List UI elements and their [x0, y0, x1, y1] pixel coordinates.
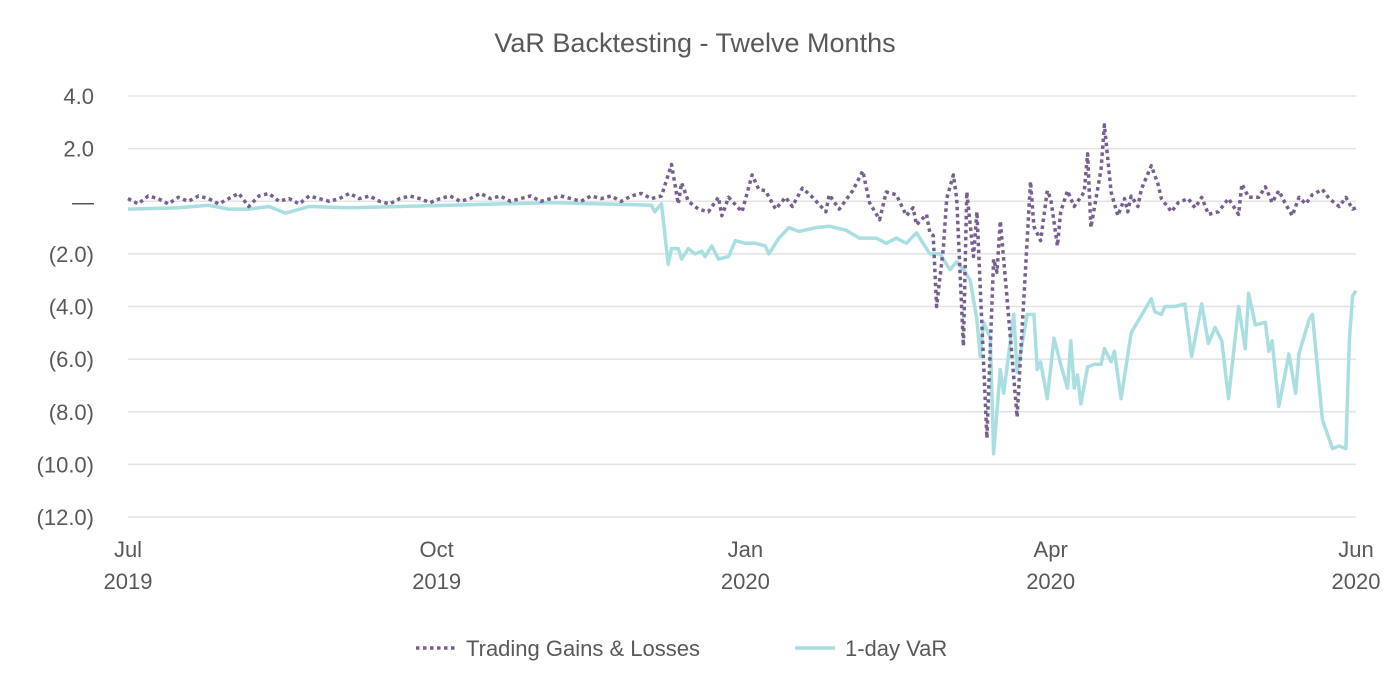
chart-title: VaR Backtesting - Twelve Months — [494, 28, 895, 58]
y-tick-label: (8.0) — [49, 400, 94, 425]
y-tick-label: — — [72, 189, 94, 214]
gridlines — [128, 95, 1356, 518]
y-tick-label: (4.0) — [49, 295, 94, 320]
y-tick-label: (12.0) — [37, 505, 94, 530]
x-tick-year: 2019 — [104, 569, 153, 594]
y-tick-label: 2.0 — [63, 137, 94, 162]
x-tick-year: 2020 — [1332, 569, 1381, 594]
x-axis-ticks: Jul 2019 Oct 2019 Jan 2020 Apr 2020 Jun 2020 — [104, 537, 1381, 594]
x-tick-year: 2020 — [1026, 569, 1075, 594]
x-tick-month: Oct — [420, 537, 454, 562]
x-tick-month: Apr — [1034, 537, 1068, 562]
legend: Trading Gains & Losses 1-day VaR — [416, 636, 947, 661]
x-tick-year: 2019 — [412, 569, 461, 594]
y-tick-label: (10.0) — [37, 452, 94, 477]
series-line-trading-gains-losses — [127, 123, 1357, 440]
x-tick-month: Jun — [1338, 537, 1373, 562]
x-tick-month: Jan — [728, 537, 763, 562]
x-tick-month: Jul — [114, 537, 142, 562]
legend-label-trading-gains-losses: Trading Gains & Losses — [466, 636, 700, 661]
series-line-1-day-var — [127, 200, 1358, 456]
x-tick-year: 2020 — [721, 569, 770, 594]
legend-label-1-day-var: 1-day VaR — [845, 636, 947, 661]
y-tick-label: (2.0) — [49, 242, 94, 267]
series-lines — [127, 123, 1358, 456]
y-tick-label: 4.0 — [63, 84, 94, 109]
y-tick-label: (6.0) — [49, 347, 94, 372]
y-axis-ticks: 4.0 2.0 — (2.0) (4.0) (6.0) (8.0) (10.0) (12.0) — [37, 84, 94, 530]
